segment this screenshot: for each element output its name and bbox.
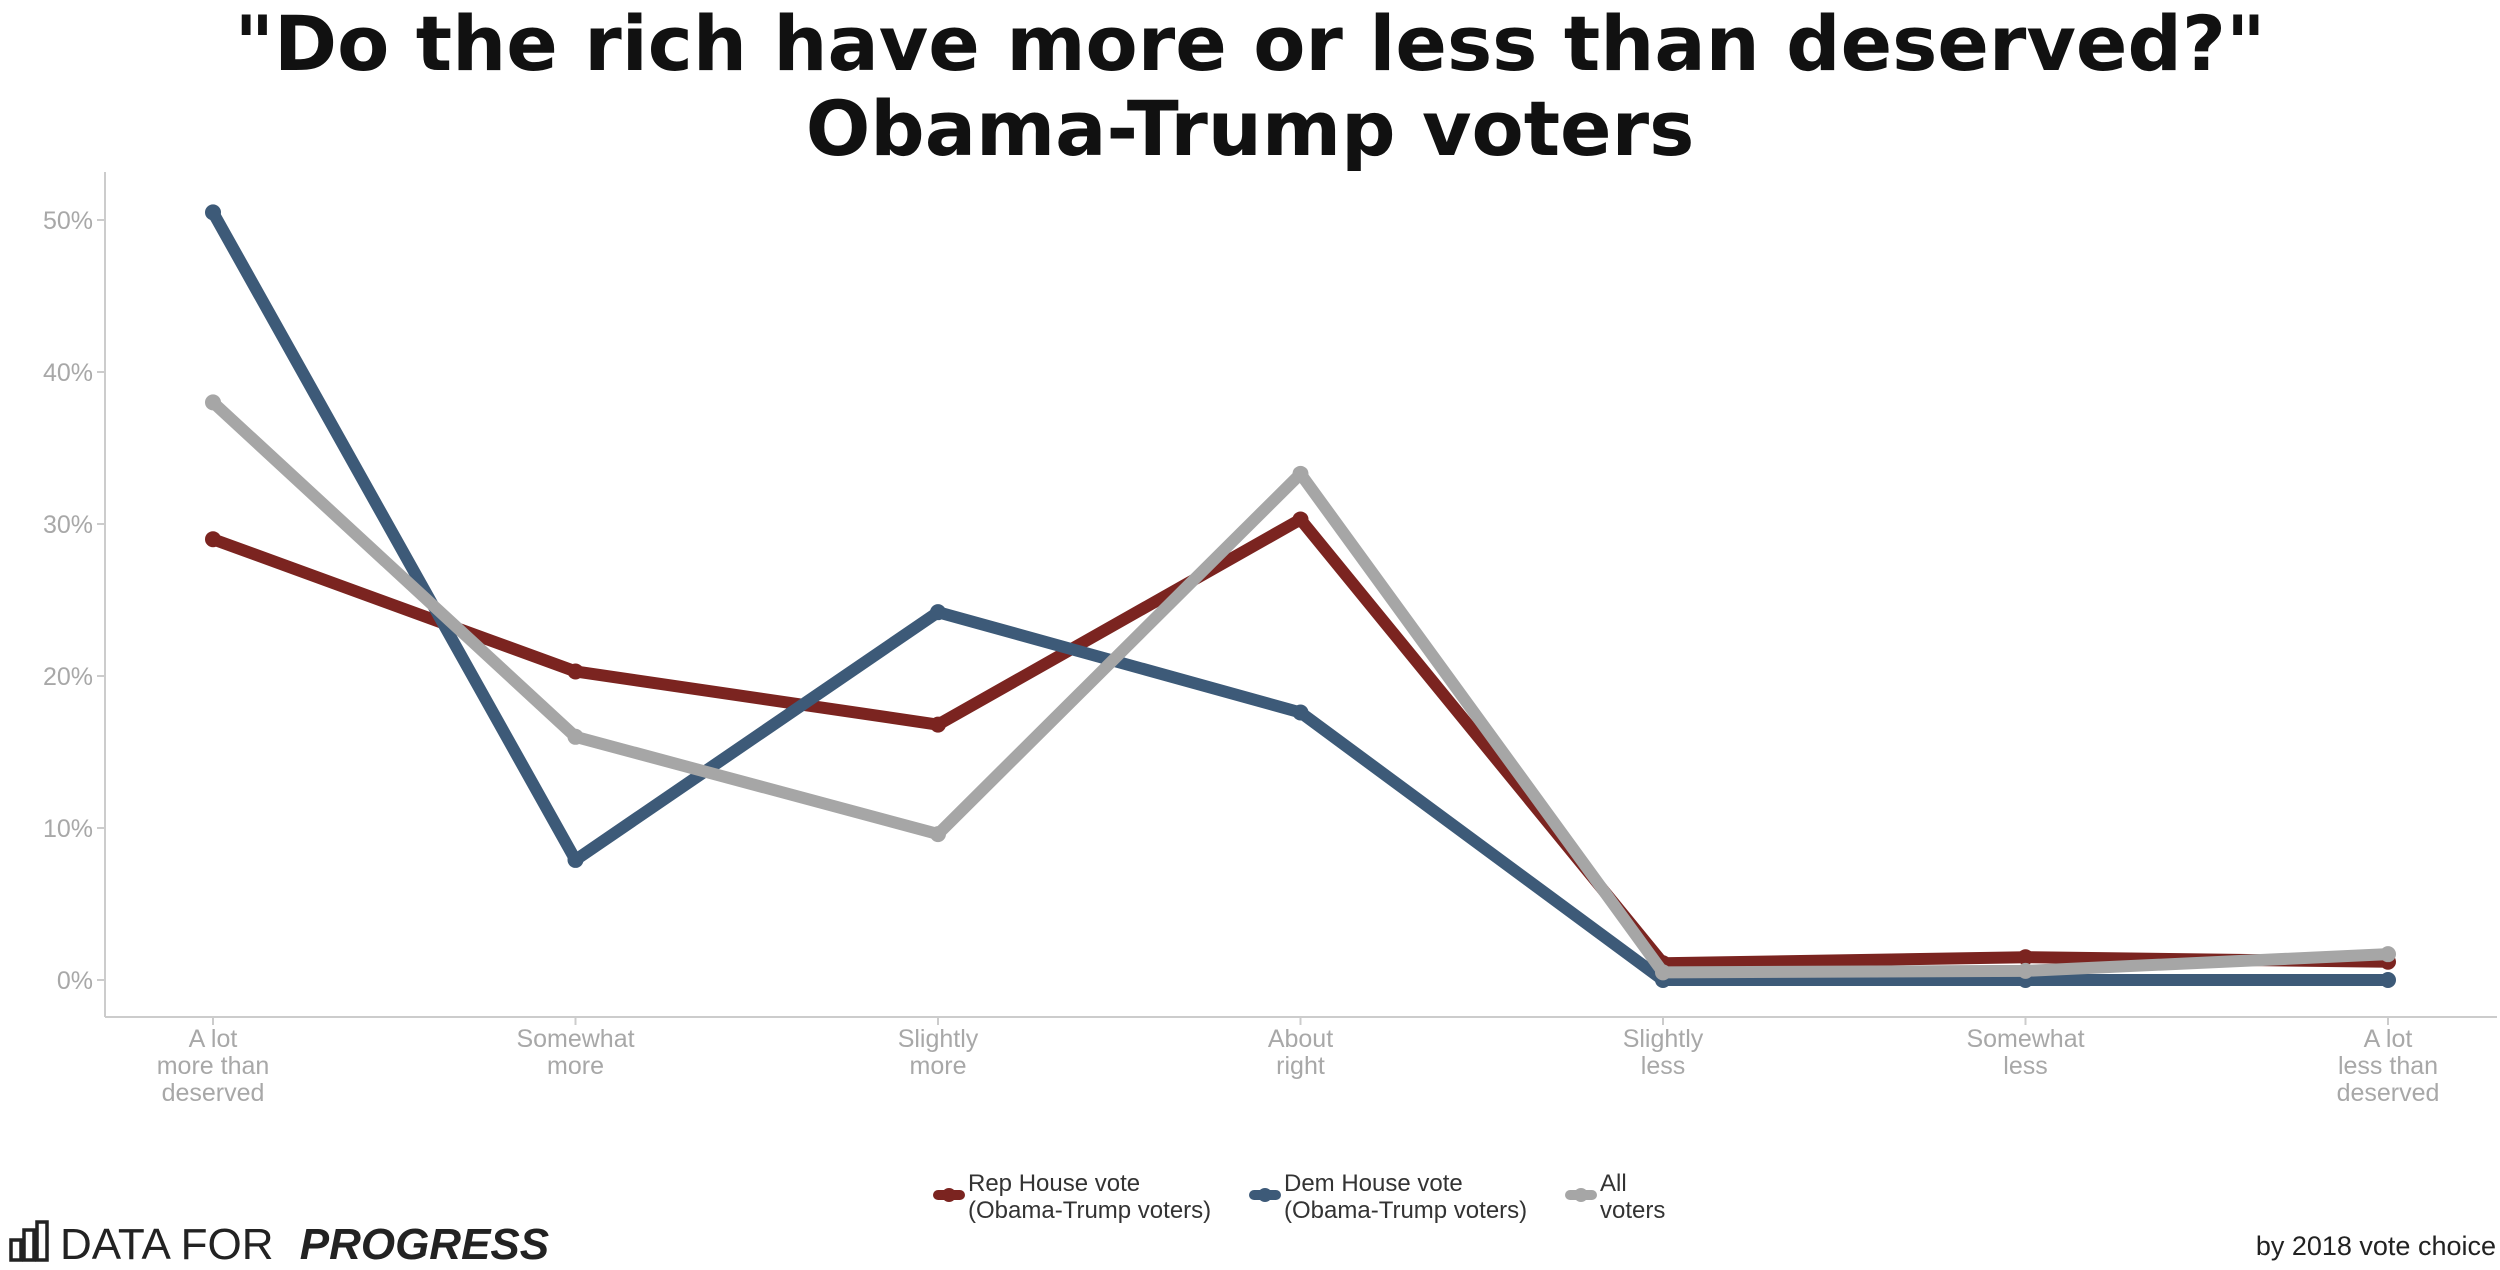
x-tick-label: A lot less than deserved <box>2337 1025 2440 1107</box>
x-ticks: A lot more than deserved Somewhat more Slight… <box>157 1017 2440 1107</box>
caption: by 2018 vote choice <box>2256 1231 2496 1261</box>
data-point <box>930 716 946 733</box>
series-2 <box>205 204 2396 988</box>
data-point <box>567 851 584 868</box>
series-line <box>207 206 2394 986</box>
data-point <box>1655 964 1671 981</box>
series-line <box>207 513 2394 970</box>
legend-swatch-dot <box>1258 1188 1272 1202</box>
legend-item: All voters <box>1565 1170 1665 1224</box>
data-point <box>567 663 584 680</box>
chart-title: "Do the rich have more or less than dese… <box>234 0 2265 88</box>
data-point <box>2380 972 2396 988</box>
series-1 <box>205 511 2396 972</box>
data-point <box>1292 465 1309 482</box>
data-point <box>567 728 584 745</box>
y-tick-label: 10% <box>43 815 93 843</box>
axes <box>104 172 2497 1018</box>
brand-logo: DATA FOR PROGRESS <box>9 1220 549 1269</box>
legend-label: Rep House vote (Obama-Trump voters) <box>968 1170 1211 1224</box>
legend-item: Dem House vote (Obama-Trump voters) <box>1249 1170 1527 1224</box>
data-point <box>930 826 946 843</box>
y-tick-label: 40% <box>43 359 93 387</box>
data-point <box>2017 962 2034 979</box>
legend-item: Rep House vote (Obama-Trump voters) <box>933 1170 1211 1224</box>
legend-label: Dem House vote (Obama-Trump voters) <box>1284 1170 1527 1224</box>
y-tick-label: 0% <box>57 967 93 995</box>
data-point <box>2380 946 2396 963</box>
series-line <box>207 396 2394 979</box>
bar-chart-icon <box>9 1220 49 1262</box>
data-point <box>205 531 221 548</box>
data-point <box>1292 511 1309 528</box>
legend-label: All voters <box>1600 1170 1665 1224</box>
data-point <box>1292 704 1309 721</box>
series-3 <box>205 394 2396 981</box>
legend-swatch-dot <box>1574 1188 1588 1202</box>
y-tick-label: 30% <box>43 511 93 539</box>
chart-subtitle: Obama-Trump voters <box>806 84 1695 173</box>
legend-swatch-dot <box>942 1188 956 1202</box>
brand-name: DATA FOR PROGRESS <box>60 1220 549 1269</box>
x-tick-label: Slightly more <box>898 1025 979 1080</box>
brand-name-emphasis: PROGRESS <box>300 1220 549 1269</box>
x-tick-label: Slightly less <box>1623 1025 1704 1080</box>
data-point <box>205 204 221 221</box>
x-tick-label: About right <box>1268 1025 1333 1080</box>
data-point <box>930 604 946 621</box>
x-tick-label: Somewhat more <box>516 1025 634 1080</box>
series-layer <box>205 204 2396 988</box>
brand-name-plain: DATA FOR <box>60 1220 274 1269</box>
y-tick-label: 20% <box>43 663 93 691</box>
y-ticks: 0% 10% 20% 30% 40% 50% <box>43 207 105 995</box>
x-tick-label: A lot more than deserved <box>157 1025 270 1107</box>
y-tick-label: 50% <box>43 207 93 235</box>
data-point <box>2017 949 2034 966</box>
x-tick-label: Somewhat less <box>1966 1025 2084 1080</box>
legend: Rep House vote (Obama-Trump voters) Dem Ho… <box>933 1170 1665 1224</box>
data-point <box>205 394 221 411</box>
